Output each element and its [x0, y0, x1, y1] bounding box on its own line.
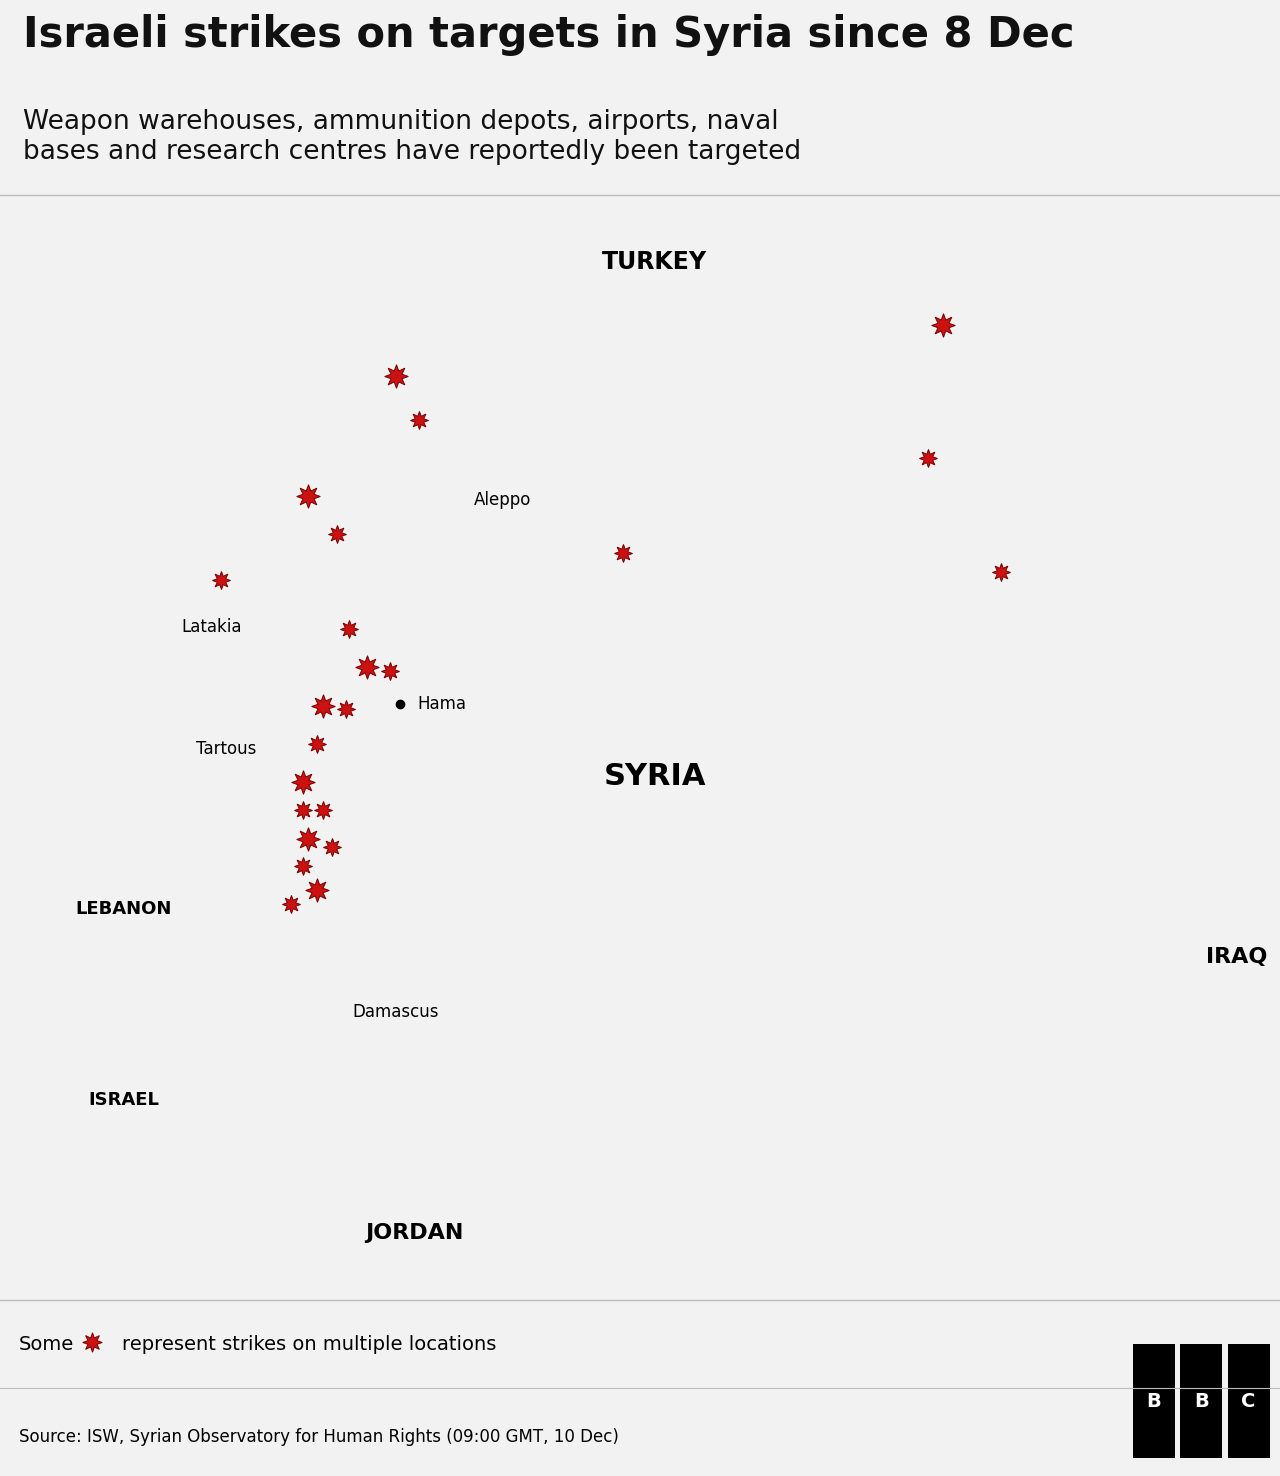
Text: Aleppo: Aleppo — [474, 492, 531, 509]
Text: B: B — [1147, 1392, 1161, 1411]
Text: C: C — [1242, 1392, 1256, 1411]
Text: Israeli strikes on targets in Syria since 8 Dec: Israeli strikes on targets in Syria sinc… — [23, 13, 1074, 56]
Bar — [1228, 1345, 1270, 1458]
Text: IRAQ: IRAQ — [1206, 948, 1267, 967]
Text: ISRAEL: ISRAEL — [88, 1091, 159, 1108]
Text: Hama: Hama — [417, 695, 466, 713]
Text: LEBANON: LEBANON — [76, 900, 172, 918]
Bar — [1133, 1345, 1175, 1458]
Text: Some: Some — [19, 1334, 74, 1353]
Text: B: B — [1194, 1392, 1208, 1411]
Text: represent strikes on multiple locations: represent strikes on multiple locations — [122, 1334, 495, 1353]
Text: SYRIA: SYRIA — [603, 762, 705, 791]
Text: JORDAN: JORDAN — [365, 1224, 463, 1243]
Text: TURKEY: TURKEY — [602, 249, 707, 273]
Text: Tartous: Tartous — [196, 741, 256, 759]
Bar — [1180, 1345, 1222, 1458]
Text: Source: ISW, Syrian Observatory for Human Rights (09:00 GMT, 10 Dec): Source: ISW, Syrian Observatory for Huma… — [19, 1429, 620, 1446]
Text: Damascus: Damascus — [352, 1004, 439, 1021]
Text: Weapon warehouses, ammunition depots, airports, naval
bases and research centres: Weapon warehouses, ammunition depots, ai… — [23, 109, 801, 165]
Text: Latakia: Latakia — [180, 618, 242, 636]
